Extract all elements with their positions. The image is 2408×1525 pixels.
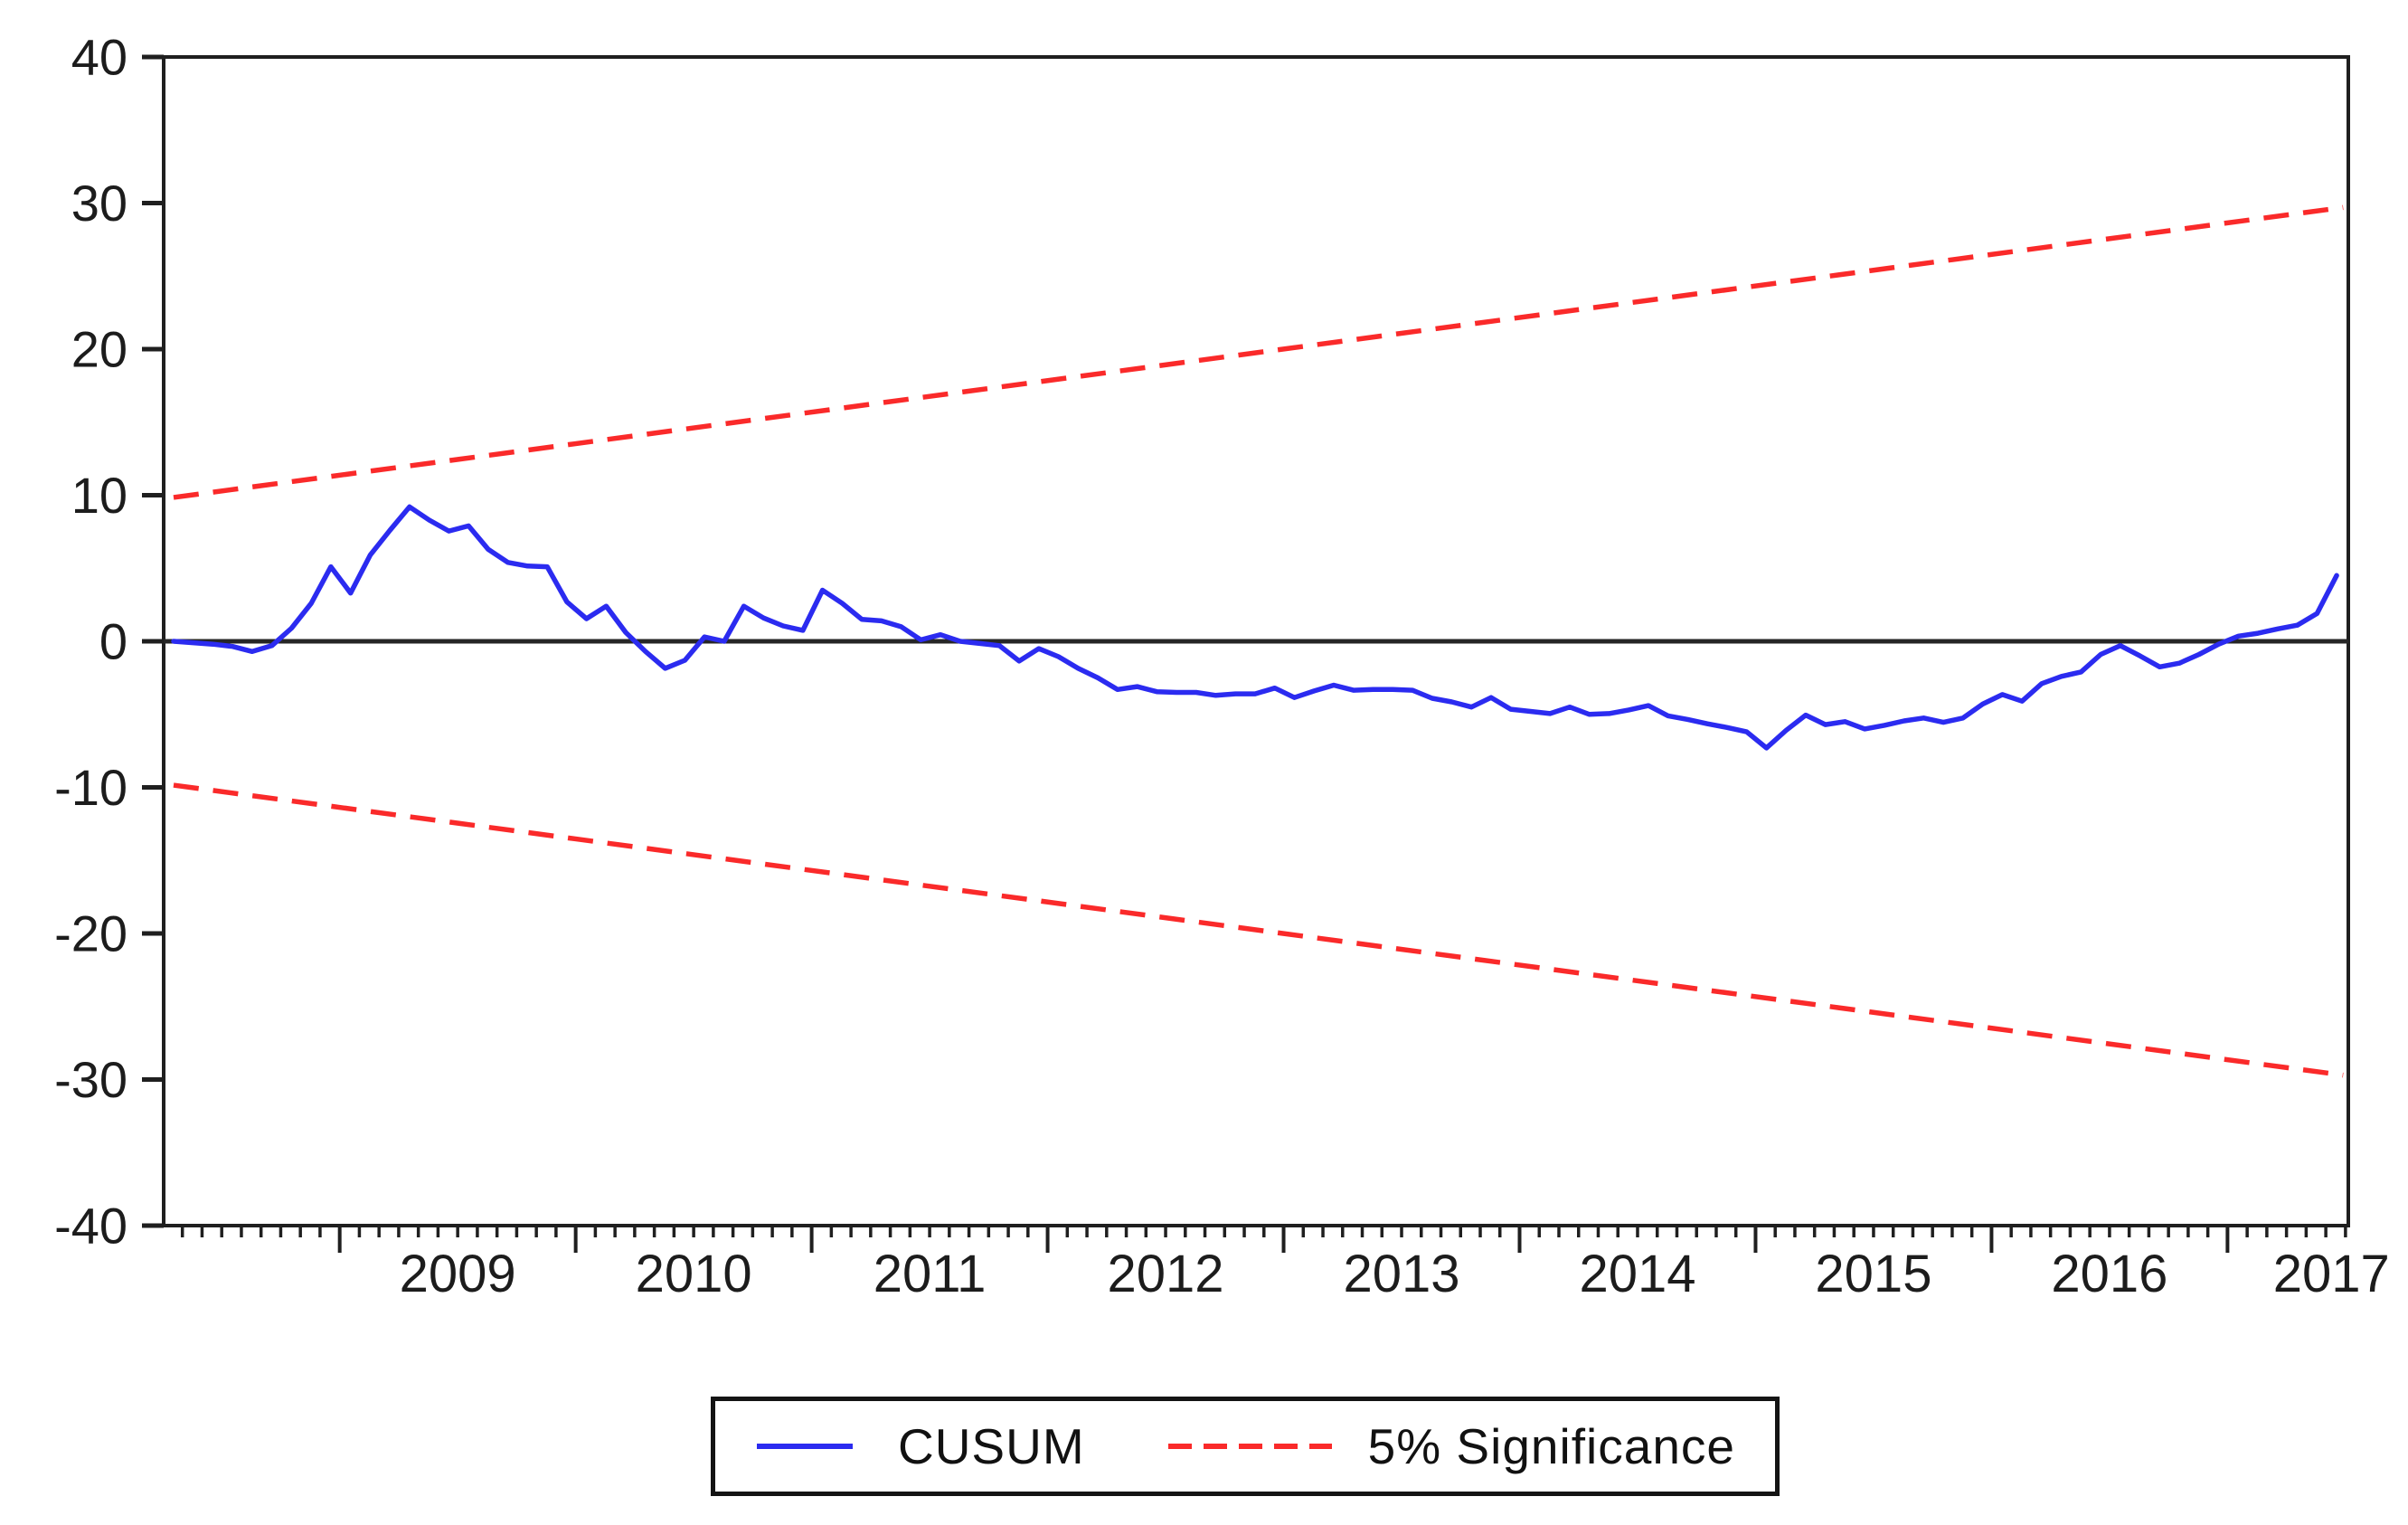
x-tick-label: 2010 [636,1245,752,1303]
significance-upper-line [173,204,2344,500]
y-tick-label: 10 [71,467,127,524]
legend-label-significance: 5% Significance [1367,1418,1735,1474]
x-tick-label: 2017 [2273,1245,2390,1303]
x-tick-label: 2012 [1108,1245,1224,1303]
y-tick-label: -30 [54,1051,127,1108]
x-tick-label: 2014 [1579,1245,1695,1303]
x-tick-label: 2011 [873,1245,987,1303]
x-tick-label: 2013 [1343,1245,1459,1303]
x-tick-label: 2016 [2051,1245,2167,1303]
y-tick-label: 30 [71,175,127,232]
legend-label-cusum: CUSUM [897,1418,1085,1474]
significance-line-swatch-icon [1167,1444,1332,1449]
significance-lower-line [173,782,2344,1078]
legend-item-cusum: CUSUM [755,1417,1085,1475]
y-tick-label: 0 [99,613,127,670]
legend-item-significance: 5% Significance [1166,1417,1735,1475]
legend: CUSUM 5% Significance [711,1397,1780,1496]
y-tick-label: -20 [54,905,127,962]
y-tick-label: -10 [54,759,127,816]
y-tick-label: 20 [71,321,127,378]
cusum-line [171,504,2339,751]
cusum-line-swatch-icon [756,1444,853,1449]
x-tick-label: 2009 [400,1245,516,1303]
y-tick-label: -40 [54,1198,127,1255]
x-tick-label: 2015 [1815,1245,1931,1303]
y-tick-label: 40 [71,29,127,86]
